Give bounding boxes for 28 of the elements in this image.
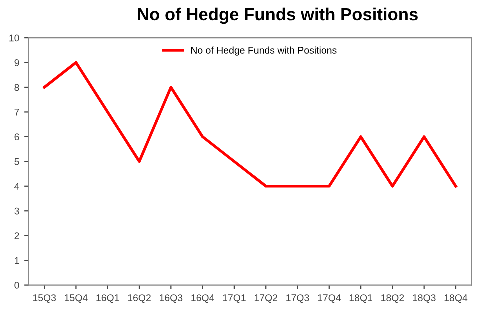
line-series (43, 61, 458, 188)
x-tick-label: 15Q3 (33, 294, 56, 304)
y-tick-label: 10 (10, 34, 20, 42)
x-tick-label: 18Q4 (444, 294, 468, 304)
x-tick-label: 18Q1 (350, 294, 372, 304)
y-tick-label: 8 (14, 84, 20, 92)
x-tick-label: 17Q2 (254, 294, 278, 304)
y-tick-label: 9 (14, 60, 20, 66)
x-tick-label: 16Q4 (192, 294, 214, 304)
x-tick-label: 18Q3 (413, 294, 436, 304)
x-tick-label: 16Q2 (128, 294, 151, 304)
y-tick-label: 4 (14, 183, 20, 190)
y-tick-label: 0 (14, 282, 20, 289)
chart-title: No of Hedge Funds with Positions (138, 8, 418, 24)
x-tick-label: 16Q3 (160, 294, 183, 304)
x-tick-label: 17Q1 (223, 294, 246, 304)
y-tick-label: 1 (15, 257, 20, 264)
y-tick-label: 2 (14, 232, 20, 240)
x-tick-label: 17Q4 (318, 294, 342, 304)
y-tick-label: 5 (14, 158, 20, 166)
y-tick-label: 7 (14, 109, 20, 116)
legend-label: No of Hedge Funds with Positions (191, 46, 337, 56)
x-tick-label: 18Q2 (382, 294, 404, 304)
x-tick-label: 15Q4 (65, 294, 88, 304)
y-tick-label: 3 (14, 208, 20, 215)
x-tick-label: 17Q3 (286, 294, 310, 304)
x-tick-label: 16Q1 (96, 294, 120, 304)
y-tick-label: 6 (14, 134, 20, 141)
